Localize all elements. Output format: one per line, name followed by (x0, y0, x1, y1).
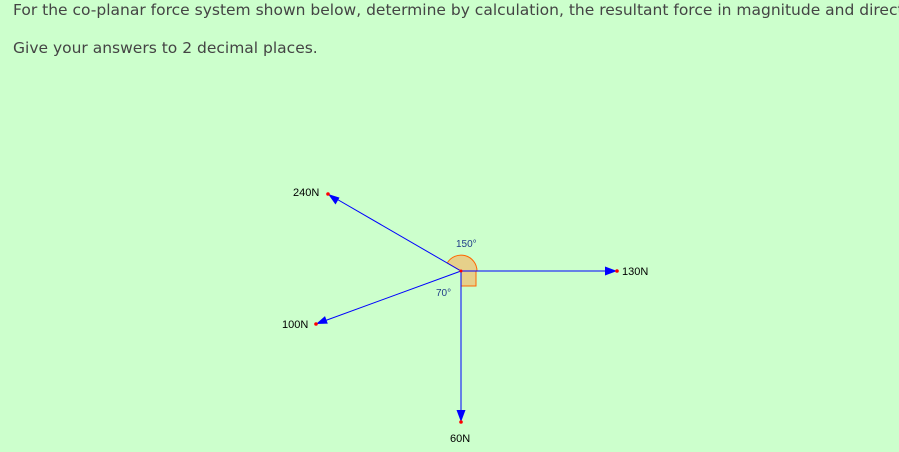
force-label-240N: 240N (293, 187, 319, 199)
force-line-240N (327, 193, 462, 272)
question-line-1: For the co-planar force system shown bel… (13, 1, 899, 19)
question-line-2: Give your answers to 2 decimal places. (13, 39, 318, 57)
angle-label-150: 150° (456, 239, 477, 250)
origin-point (459, 269, 463, 273)
right-angle-marker (460, 270, 477, 287)
end-point-100N (314, 322, 318, 326)
angle-sector-150 (446, 254, 478, 272)
arrow-head-60N (456, 410, 466, 422)
force-line-100N (315, 270, 462, 325)
angle-label-70: 70° (436, 288, 451, 299)
arrow-head-100N (316, 316, 328, 324)
question-text: For the co-planar force system shown bel… (13, 0, 899, 58)
force-label-100N: 100N (282, 319, 308, 331)
end-point-240N (326, 192, 330, 196)
force-label-130N: 130N (622, 266, 648, 278)
arrow-head-130N (605, 266, 617, 276)
force-label-60N: 60N (450, 433, 470, 445)
arrow-head-240N (328, 194, 340, 205)
end-point-60N (459, 420, 463, 424)
end-point-130N (615, 269, 619, 273)
